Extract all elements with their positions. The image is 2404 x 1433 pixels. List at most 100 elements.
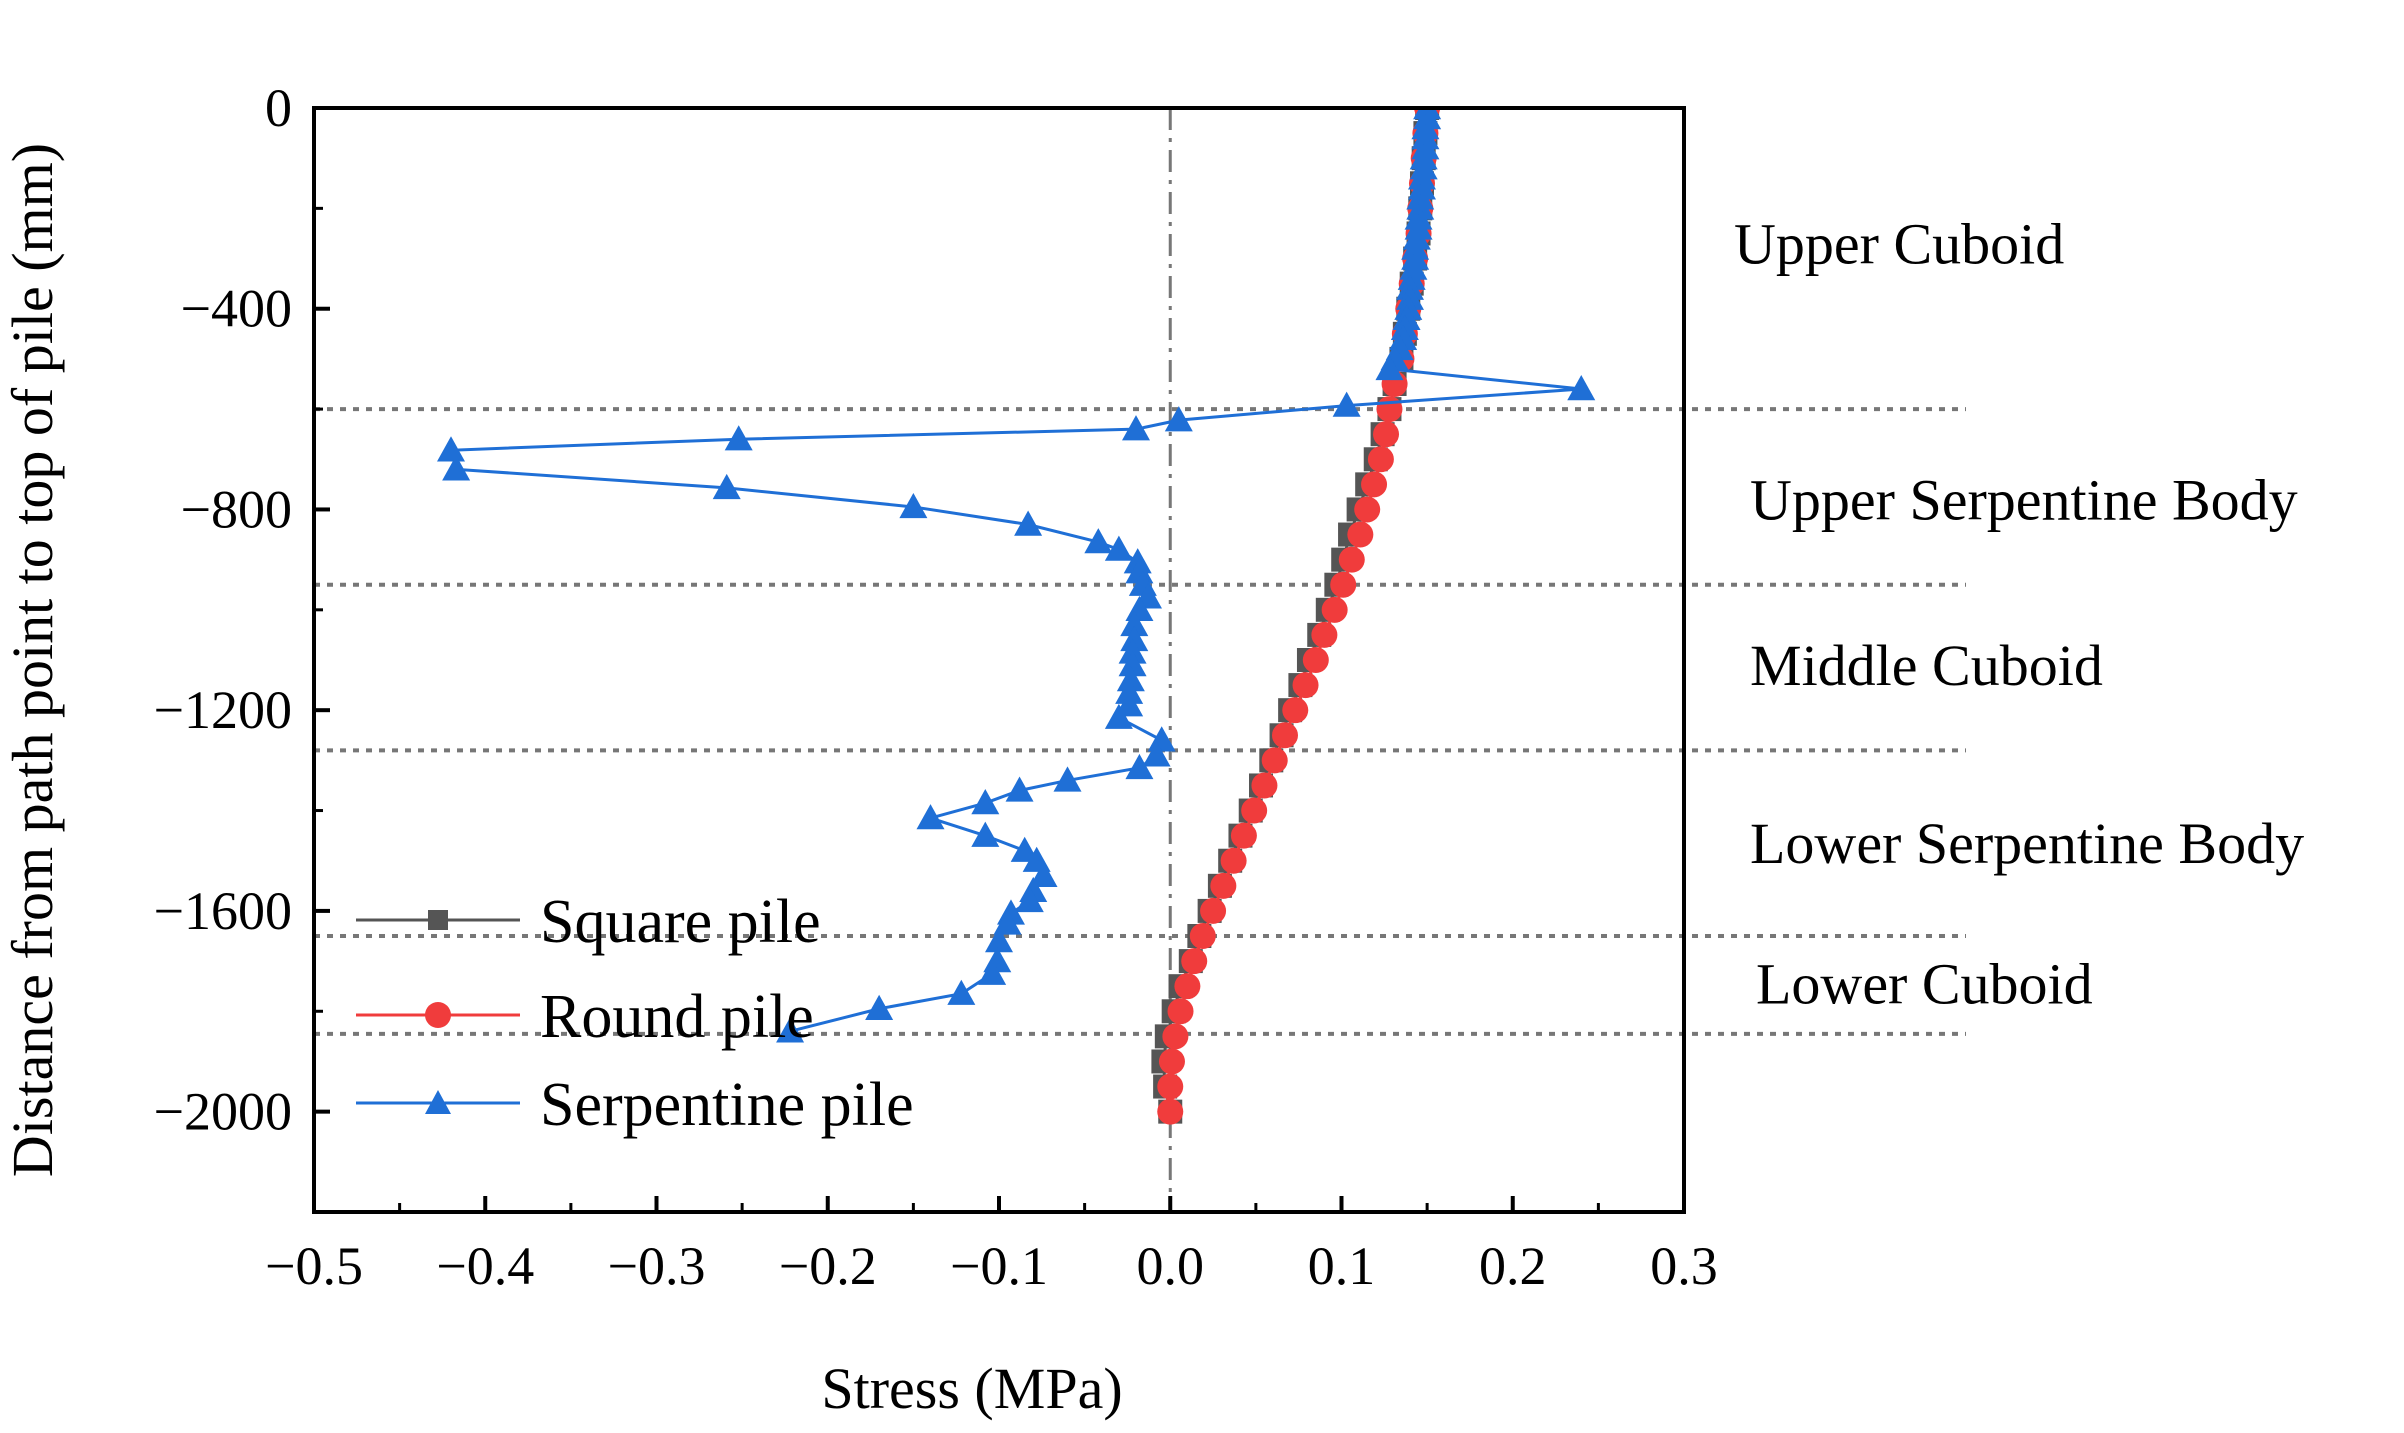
- x-tick-label: 0.2: [1479, 1236, 1547, 1296]
- x-axis-title: Stress (MPa): [821, 1356, 1122, 1421]
- region-label: Lower Cuboid: [1756, 952, 2093, 1017]
- triangle-marker: [1010, 836, 1039, 862]
- triangle-marker: [1118, 651, 1147, 677]
- legend-label: Round pile: [540, 983, 814, 1051]
- region-layer: Upper Cuboid Upper Serpentine Body Middle …: [1734, 211, 2304, 1016]
- triangle-marker: [1123, 548, 1152, 574]
- triangle-marker: [1404, 214, 1433, 240]
- legend-item-square-pile: Square pile: [356, 888, 821, 956]
- triangle-marker: [1332, 391, 1361, 417]
- x-tick-label: 0.1: [1308, 1236, 1376, 1296]
- triangle-marker: [865, 994, 894, 1020]
- triangle-marker: [971, 821, 1000, 847]
- series-line: [1168, 108, 1429, 1112]
- legend-circle-marker: [425, 1002, 451, 1028]
- legend-label: Serpentine pile: [540, 1071, 914, 1139]
- triangle-marker: [776, 1017, 805, 1043]
- circle-marker: [1302, 647, 1329, 673]
- triangle-marker: [712, 473, 741, 500]
- circle-marker: [1376, 396, 1403, 423]
- circle-marker: [1367, 446, 1394, 473]
- circle-marker: [1347, 521, 1374, 548]
- x-tick-label: −0.1: [950, 1236, 1048, 1296]
- triangle-marker: [1125, 753, 1154, 780]
- x-tick-label: −0.4: [436, 1236, 534, 1296]
- axes-layer: −0.5 −0.4 −0.3 −0.2 −0.1 0.0 0.1 0.2 0.3 0 −400 −80…: [154, 78, 1718, 1296]
- circle-marker: [1251, 772, 1278, 799]
- triangle-marker: [1120, 610, 1149, 637]
- triangle-marker: [1407, 174, 1436, 200]
- triangle-marker: [1104, 703, 1133, 729]
- plot-area: [314, 108, 1966, 1212]
- legend: Square pile Round pile Serpentine pile: [356, 888, 914, 1139]
- plot-frame: [312, 106, 1686, 1214]
- triangle-marker: [947, 979, 976, 1005]
- triangle-marker: [1394, 294, 1423, 320]
- triangle-marker: [1375, 354, 1404, 381]
- triangle-marker: [1116, 666, 1145, 692]
- circle-marker: [1361, 471, 1388, 498]
- triangle-marker: [1411, 134, 1440, 160]
- circle-marker: [1354, 496, 1381, 523]
- circle-marker: [1189, 923, 1216, 949]
- region-label: Lower Serpentine Body: [1750, 811, 2304, 876]
- y-tick-label: −1600: [154, 881, 292, 941]
- triangle-marker: [1567, 375, 1596, 401]
- circle-marker: [1200, 897, 1227, 924]
- triangle-marker: [1402, 224, 1431, 250]
- series-layer: [437, 108, 1596, 1125]
- region-label: Middle Cuboid: [1750, 633, 2103, 698]
- triangle-marker: [1142, 741, 1171, 767]
- circle-marker: [1338, 546, 1365, 573]
- triangle-marker: [971, 789, 1000, 815]
- triangle-marker: [1122, 415, 1150, 441]
- circle-marker: [1292, 672, 1319, 699]
- triangle-marker: [985, 927, 1013, 953]
- circle-marker: [1373, 421, 1400, 448]
- circle-marker: [1167, 998, 1194, 1025]
- triangle-marker: [1396, 284, 1424, 310]
- circle-marker: [1157, 1073, 1184, 1100]
- triangle-marker: [1164, 406, 1193, 432]
- circle-marker: [1181, 948, 1208, 975]
- circle-marker: [1241, 797, 1268, 824]
- x-tick-label: −0.2: [779, 1236, 877, 1296]
- series-serpentine-pile: [437, 108, 1596, 1043]
- triangle-marker: [1014, 510, 1043, 536]
- circle-marker: [1321, 596, 1348, 623]
- circle-marker: [1158, 1048, 1185, 1075]
- triangle-marker: [442, 455, 471, 481]
- triangle-marker: [916, 804, 945, 830]
- triangle-marker: [1401, 244, 1430, 270]
- legend-item-round-pile: Round pile: [356, 983, 814, 1051]
- legend-label: Square pile: [540, 888, 821, 956]
- region-label: Upper Cuboid: [1734, 211, 2064, 276]
- triangle-marker: [1104, 535, 1133, 561]
- series-round-pile: [1157, 108, 1441, 1125]
- triangle-marker: [724, 425, 753, 451]
- region-label: Upper Serpentine Body: [1750, 467, 2298, 532]
- circle-marker: [1282, 697, 1309, 724]
- y-tick-label: −400: [181, 279, 292, 339]
- triangle-marker: [1053, 766, 1082, 792]
- x-tick-label: 0.3: [1650, 1236, 1718, 1296]
- circle-marker: [1261, 747, 1288, 774]
- triangle-marker: [978, 959, 1007, 985]
- triangle-marker: [1392, 304, 1421, 330]
- y-tick-label: 0: [265, 78, 292, 138]
- circle-marker: [1230, 822, 1257, 849]
- triangle-marker: [437, 436, 465, 462]
- triangle-marker: [1125, 558, 1154, 584]
- triangle-marker: [899, 492, 928, 519]
- circle-marker: [1311, 621, 1338, 648]
- triangle-marker: [1406, 194, 1435, 220]
- x-tick-label: 0.0: [1137, 1236, 1205, 1296]
- y-axis-title: Distance from path point to top of pile …: [0, 143, 65, 1177]
- triangle-marker: [1390, 314, 1419, 340]
- legend-triangle-marker: [425, 1090, 451, 1114]
- legend-item-serpentine-pile: Serpentine pile: [356, 1071, 914, 1139]
- legend-square-marker: [428, 910, 448, 930]
- circle-marker: [1157, 1098, 1184, 1125]
- y-tick-label: −1200: [154, 680, 292, 740]
